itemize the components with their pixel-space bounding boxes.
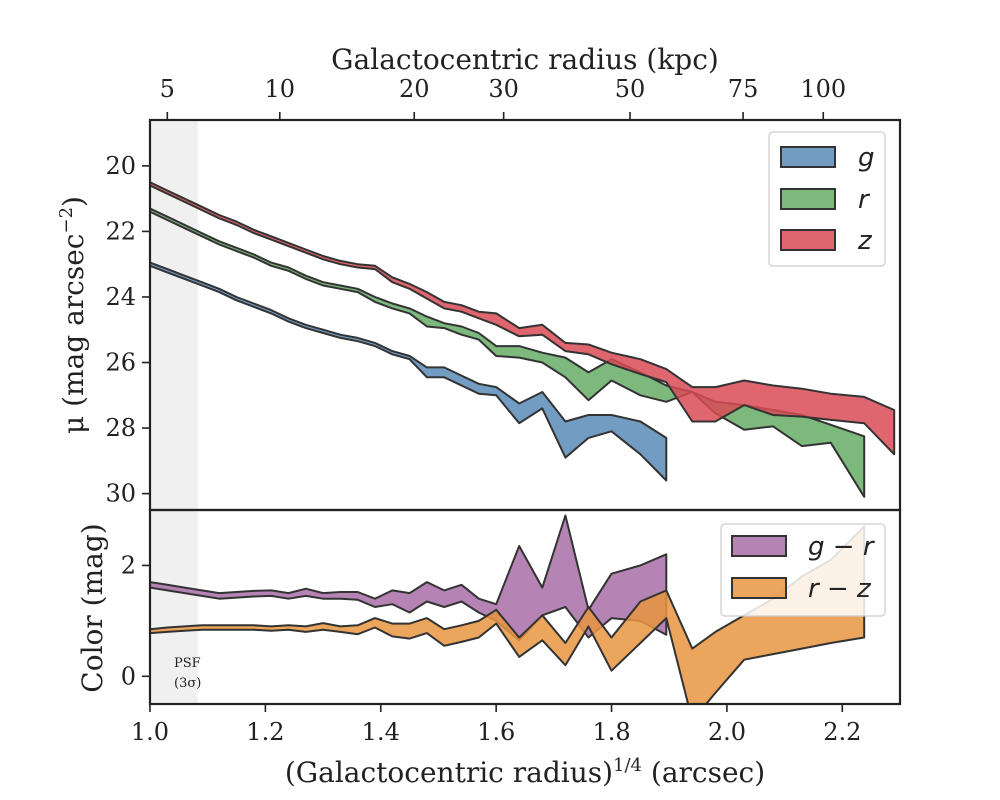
x-tick-label: 2.2 <box>823 718 861 746</box>
top-tick-label: 75 <box>728 75 759 103</box>
y-tick-label: 28 <box>105 414 136 442</box>
legend-swatch-r-minus-z <box>731 577 787 599</box>
y-tick-label: 2 <box>121 551 136 579</box>
x-tick-label: 1.0 <box>131 718 169 746</box>
x-tick-label: 1.8 <box>592 718 630 746</box>
psf-label: PSF <box>174 656 201 671</box>
legend-swatch-g-minus-r <box>731 535 787 557</box>
y-tick-label: 20 <box>105 152 136 180</box>
x-tick-label: 1.2 <box>246 718 284 746</box>
band-z <box>150 181 896 456</box>
top-tick-label: 5 <box>160 75 175 103</box>
legend-swatch-g <box>780 146 836 168</box>
psf-sigma-label: (3σ) <box>174 676 201 691</box>
plot-area: 20 22 24 26 28 30 0 2 1.0 1.2 1.4 1.6 1.8 2.0 2.2 5 10 20… <box>105 75 896 746</box>
psf-shaded-region <box>150 120 198 704</box>
legend-label-r: r <box>858 185 871 215</box>
legend-swatch-z <box>780 229 836 251</box>
legend-surface-brightness: g r z <box>768 131 886 267</box>
band-g <box>150 261 668 482</box>
band-g-minus-r <box>150 514 668 642</box>
legend-label-z: z <box>857 226 873 256</box>
band-r <box>150 207 866 498</box>
y-axis-title-surface-brightness: μ (mag arcsec−2) <box>56 196 90 434</box>
color-bands <box>150 514 866 704</box>
x-axis-title: (Galactocentric radius)1/4 (arcsec) <box>285 755 765 789</box>
y-tick-label: 24 <box>105 283 136 311</box>
legend-label-g-minus-r: g − r <box>808 532 876 562</box>
x-tick-label: 2.0 <box>708 718 746 746</box>
y-tick-label: 30 <box>105 480 136 508</box>
band-r-minus-z <box>150 525 866 704</box>
y-tick-label: 0 <box>121 662 136 690</box>
top-tick-label: 50 <box>615 75 646 103</box>
top-tick-label: 30 <box>488 75 519 103</box>
top-tick-label: 10 <box>265 75 296 103</box>
top-tick-label: 100 <box>800 75 846 103</box>
top-axis-title: Galactocentric radius (kpc) <box>331 43 719 76</box>
legend-color: g − r r − z <box>720 523 886 617</box>
legend-swatch-r <box>780 188 836 210</box>
x-tick-label: 1.4 <box>362 718 400 746</box>
color-panel-frame <box>148 508 902 706</box>
x-tick-label: 1.6 <box>477 718 515 746</box>
y-tick-label: 26 <box>105 349 136 377</box>
legend-label-g: g <box>858 143 875 173</box>
legend-label-r-minus-z: r − z <box>808 574 872 604</box>
y-tick-label: 22 <box>105 217 136 245</box>
y-axis-title-color: Color (mag) <box>76 523 109 692</box>
surface-brightness-bands <box>150 181 896 498</box>
top-tick-label: 20 <box>399 75 430 103</box>
